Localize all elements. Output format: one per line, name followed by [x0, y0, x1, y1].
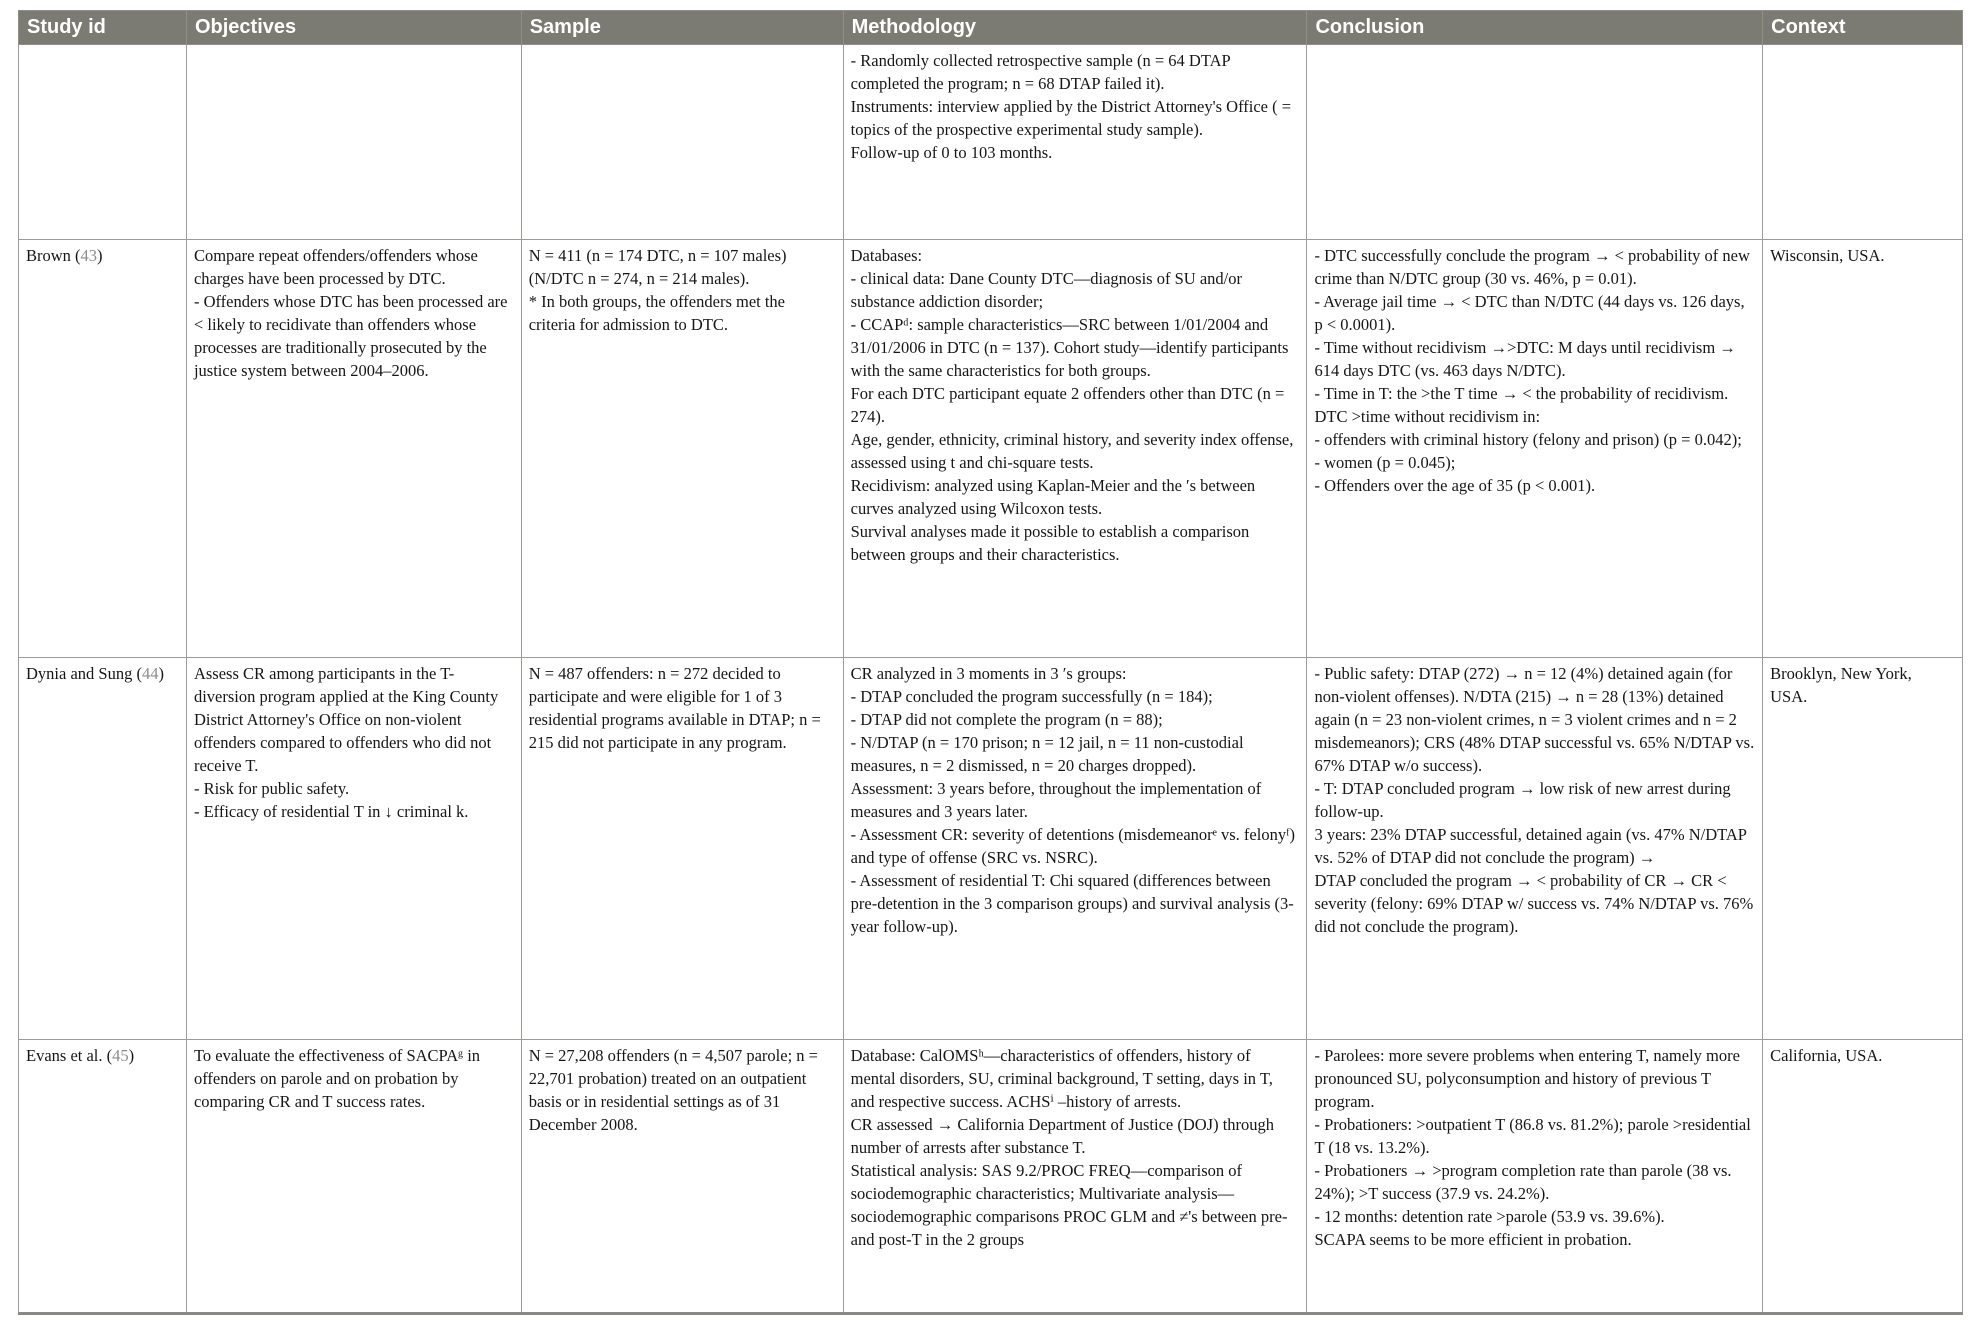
citation-link[interactable]: 45 [112, 1046, 129, 1065]
study-name: Brown ( [26, 246, 81, 265]
column-header-objectives: Objectives [185, 10, 522, 45]
table-body: - Randomly collected retrospective sampl… [18, 44, 1963, 1314]
column-header-methodology: Methodology [842, 10, 1308, 45]
cell-conclusion: - DTC successfully conclude the program … [1306, 239, 1764, 658]
cell-context [1762, 44, 1963, 240]
cell-conclusion: - Public safety: DTAP (272) → n = 12 (4%… [1306, 657, 1764, 1040]
cell-objectives [185, 44, 522, 240]
study-name: Evans et al. ( [26, 1046, 113, 1065]
header-row: Study id Objectives Sample Methodology C… [18, 10, 1963, 45]
evidence-table-container: Study id Objectives Sample Methodology C… [18, 10, 1963, 1315]
cell-context: Brooklyn, New York, USA. [1762, 657, 1963, 1040]
cell-study-id [18, 44, 187, 240]
column-header-conclusion: Conclusion [1306, 10, 1764, 45]
cell-methodology: - Randomly collected retrospective sampl… [842, 44, 1308, 240]
column-header-study-id: Study id [18, 10, 187, 45]
cell-methodology: Database: CalOMSʰ—characteristics of off… [842, 1039, 1308, 1314]
table-header: Study id Objectives Sample Methodology C… [18, 10, 1963, 45]
cell-objectives: Assess CR among participants in the T-di… [185, 657, 522, 1040]
cell-sample: N = 27,208 offenders (n = 4,507 parole; … [520, 1039, 844, 1314]
study-close-paren: ) [158, 664, 164, 683]
cell-context: California, USA. [1762, 1039, 1963, 1314]
study-close-paren: ) [128, 1046, 135, 1065]
cell-methodology: CR analyzed in 3 moments in 3 ′s groups:… [842, 657, 1308, 1040]
cell-methodology: Databases: - clinical data: Dane County … [842, 239, 1308, 658]
cell-study-id: Brown (43) [18, 239, 187, 658]
table-row-brown: Brown (43) Compare repeat offenders/offe… [18, 239, 1963, 658]
table-row-dynia-sung: Dynia and Sung (44) Assess CR among part… [18, 657, 1963, 1040]
cell-conclusion [1306, 44, 1764, 240]
cell-sample: N = 487 offenders: n = 272 decided to pa… [520, 657, 844, 1040]
citation-link[interactable]: 44 [141, 664, 159, 683]
cell-context: Wisconsin, USA. [1762, 239, 1963, 658]
cell-objectives: To evaluate the effectiveness of SACPAᵍ … [185, 1039, 522, 1314]
cell-sample: N = 411 (n = 174 DTC, n = 107 males) (N/… [520, 239, 844, 658]
study-name: Dynia and Sung ( [26, 664, 142, 683]
column-header-sample: Sample [520, 10, 844, 45]
cell-sample [520, 44, 844, 240]
cell-study-id: Evans et al. (45) [18, 1039, 187, 1314]
study-close-paren: ) [97, 246, 103, 265]
table-row-continuation: - Randomly collected retrospective sampl… [18, 44, 1963, 240]
cell-objectives: Compare repeat offenders/offenders whose… [185, 239, 522, 658]
cell-study-id: Dynia and Sung (44) [18, 657, 187, 1040]
table-row-evans: Evans et al. (45) To evaluate the effect… [18, 1039, 1963, 1314]
citation-link[interactable]: 43 [80, 246, 98, 265]
cell-conclusion: - Parolees: more severe problems when en… [1306, 1039, 1764, 1314]
evidence-table: Study id Objectives Sample Methodology C… [18, 10, 1963, 1315]
column-header-context: Context [1762, 10, 1963, 45]
